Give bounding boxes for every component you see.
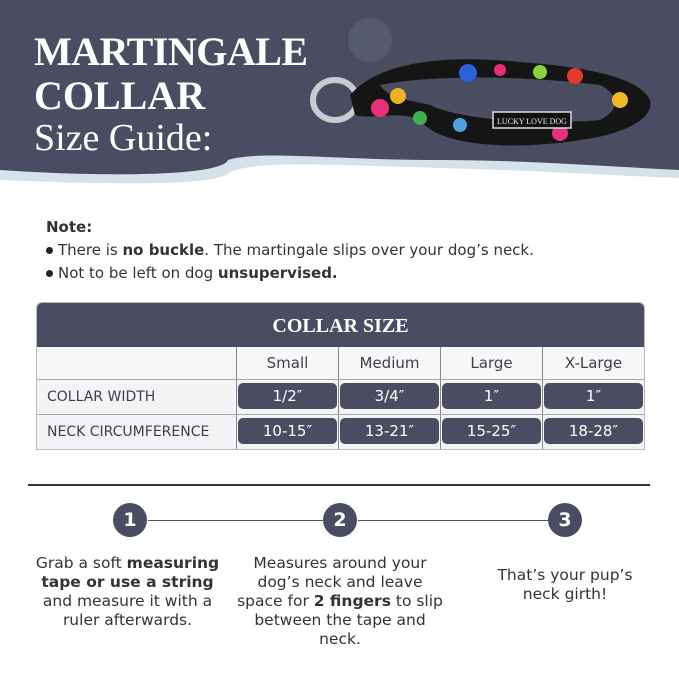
row-label: NECK CIRCUMFERENCE [47, 424, 210, 440]
svg-text:LUCKY LOVE DOG: LUCKY LOVE DOG [497, 117, 567, 126]
header-banner: LUCKY LOVE DOG [0, 0, 679, 184]
table-cell: 1/2″ [238, 383, 337, 409]
step-number: 1 [113, 503, 147, 537]
table-cell: 3/4″ [340, 383, 439, 409]
step-text: Grab a soft measuring tape or use a stri… [35, 554, 220, 629]
collar-image: LUCKY LOVE DOG [310, 59, 651, 146]
bullet-icon [46, 270, 53, 277]
title-line-1: MARTINGALE [34, 29, 308, 74]
step-text: Measures around your dog’s neck and leav… [237, 554, 443, 648]
bullet-icon [46, 247, 53, 254]
title-line-2: COLLAR [34, 73, 206, 118]
table-header-row: Small Medium Large X-Large [37, 347, 644, 380]
divider [28, 484, 650, 486]
paw-icon [348, 18, 392, 62]
table-cell: 1″ [442, 383, 541, 409]
column-header: Medium [338, 347, 440, 379]
subtitle: Size Guide: [34, 117, 213, 159]
step-connector [148, 520, 323, 521]
column-header: Large [440, 347, 542, 379]
table-cell: 15-25″ [442, 418, 541, 444]
table-cell: 1″ [544, 383, 643, 409]
table-cell: 13-21″ [340, 418, 439, 444]
note-item: There is no buckle. The martingale slips… [46, 239, 534, 262]
row-label: COLLAR WIDTH [47, 389, 156, 405]
table-row: NECK CIRCUMFERENCE 10-15″ 13-21″ 15-25″ … [37, 415, 644, 449]
step-connector [358, 520, 548, 521]
table-row: COLLAR WIDTH 1/2″ 3/4″ 1″ 1″ [37, 380, 644, 415]
note-label: Note: [46, 218, 93, 236]
note-item: Not to be left on dog unsupervised. [46, 262, 534, 285]
column-header: X-Large [542, 347, 644, 379]
step-number: 3 [548, 503, 582, 537]
table-title: COLLAR SIZE [37, 303, 644, 347]
table-cell: 10-15″ [238, 418, 337, 444]
step-text: That’s your pup’s neck girth! [497, 566, 633, 603]
step-number: 2 [323, 503, 357, 537]
size-table: COLLAR SIZE Small Medium Large X-Large C… [36, 302, 645, 450]
note-section: Note: There is no buckle. The martingale… [46, 216, 534, 285]
table-cell: 18-28″ [544, 418, 643, 444]
column-header: Small [236, 347, 338, 379]
